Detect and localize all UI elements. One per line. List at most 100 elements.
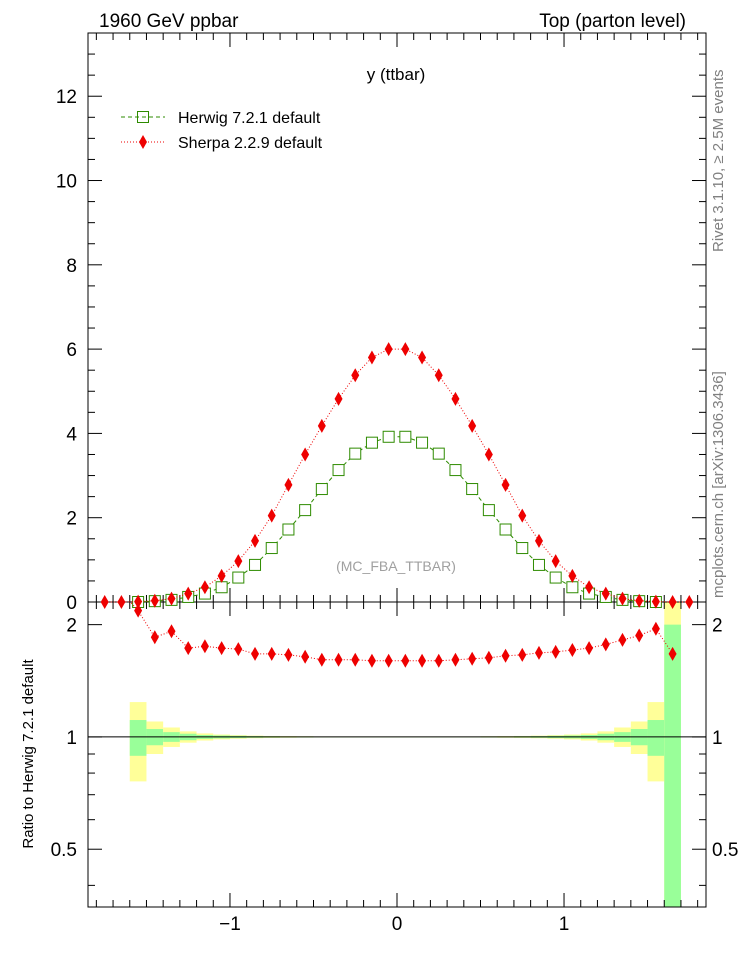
sherpa-point	[635, 593, 644, 608]
sherpa-ratio-point	[334, 652, 343, 667]
herwig-point	[249, 558, 262, 571]
herwig-point	[365, 436, 378, 449]
sherpa-ratio-point	[284, 647, 293, 662]
sherpa-ratio-point	[184, 641, 193, 656]
sherpa-point	[217, 568, 226, 583]
series	[88, 342, 706, 738]
sherpa-ratio-point	[134, 603, 143, 618]
herwig-point	[232, 571, 245, 584]
sherpa-point	[468, 418, 477, 433]
sherpa-point	[351, 368, 360, 383]
sherpa-point	[551, 554, 560, 569]
sherpa-point	[317, 418, 326, 433]
sherpa-ratio-point	[217, 641, 226, 656]
x-tick-label: 1	[559, 914, 570, 935]
sherpa-ratio-point	[501, 648, 510, 663]
sherpa-ratio-point	[167, 624, 176, 639]
herwig-point	[449, 464, 462, 477]
watermark: (MC_FBA_TTBAR)	[336, 558, 456, 574]
sherpa-ratio-point	[635, 628, 644, 643]
ratio-y-tick-label-right: 0.5	[712, 840, 738, 861]
legend-sherpa-label: Sherpa 2.2.9 default	[178, 135, 323, 152]
sherpa-point	[134, 594, 143, 609]
sherpa-ratio-point	[367, 653, 376, 668]
sherpa-point	[117, 595, 126, 609]
ratio-y-tick-label: 2	[66, 616, 77, 637]
sherpa-point	[585, 580, 594, 595]
herwig-point	[349, 447, 362, 460]
sherpa-ratio-point	[317, 652, 326, 667]
sherpa-ratio-point	[150, 630, 159, 645]
herwig-point	[416, 436, 429, 449]
ratio-y-tick-label: 0.5	[51, 840, 77, 861]
sherpa-ratio-point	[200, 639, 209, 654]
sherpa-point	[301, 447, 310, 462]
legend-item-herwig: Herwig 7.2.1 default	[121, 110, 321, 127]
x-tick-label: −1	[219, 914, 241, 935]
sherpa-ratio-point	[451, 652, 460, 667]
sherpa-point	[267, 508, 276, 523]
sherpa-point	[184, 586, 193, 601]
sherpa-ratio-point	[418, 653, 427, 668]
herwig-point	[499, 523, 512, 536]
sherpa-point	[384, 342, 393, 357]
sherpa-ratio-point	[234, 642, 243, 657]
sherpa-point	[150, 593, 159, 608]
main-y-tick-label: 0	[66, 593, 77, 614]
header-left: 1960 GeV ppbar	[99, 11, 239, 32]
main-y-tick-label: 4	[66, 424, 77, 445]
sherpa-point	[518, 508, 527, 523]
sherpa-ratio-line	[129, 602, 674, 662]
herwig-point	[265, 542, 278, 555]
sherpa-ratio-point	[651, 621, 660, 636]
sherpa-point	[668, 595, 677, 609]
herwig-point	[382, 430, 395, 443]
sherpa-point	[685, 595, 694, 609]
sherpa-point	[534, 533, 543, 548]
mcplots-label: mcplots.cern.ch [arXiv:1306.3436]	[710, 371, 727, 598]
sherpa-ratio-point	[534, 645, 543, 660]
sherpa-point	[618, 591, 627, 606]
sherpa-point	[200, 580, 209, 595]
ratio-frame	[87, 601, 707, 908]
legend-sherpa-marker	[139, 135, 147, 149]
sherpa-point	[484, 447, 493, 462]
herwig-point	[332, 464, 345, 477]
sherpa-ratio-point	[267, 646, 276, 661]
sherpa-ratio-point	[401, 653, 410, 668]
sherpa-ratio-point	[551, 644, 560, 659]
main-y-tick-label: 10	[56, 172, 77, 193]
herwig-point	[549, 571, 562, 584]
sherpa-point	[601, 586, 610, 601]
sherpa-point	[251, 533, 260, 548]
main-y-tick-label: 8	[66, 256, 77, 277]
header-right: Top (parton level)	[539, 11, 686, 32]
herwig-point	[399, 430, 412, 443]
sherpa-ratio-point	[468, 651, 477, 666]
legend-item-sherpa: Sherpa 2.2.9 default	[121, 135, 323, 152]
rivet-label: Rivet 3.1.10, ≥ 2.5M events	[710, 70, 727, 253]
herwig-point	[566, 581, 579, 594]
main-y-tick-label: 12	[56, 87, 77, 108]
herwig-point	[516, 542, 529, 555]
sherpa-ratio-point	[568, 643, 577, 658]
legend-herwig-label: Herwig 7.2.1 default	[178, 110, 321, 127]
herwig-point	[532, 558, 545, 571]
herwig-line	[138, 436, 656, 603]
sherpa-ratio-point	[668, 646, 677, 661]
x-tick-label: 0	[392, 914, 403, 935]
main-y-tick-label: 6	[66, 340, 77, 361]
sherpa-point	[418, 350, 427, 365]
ratio-y-tick-label-right: 1	[712, 728, 723, 749]
sherpa-ratio-point	[434, 653, 443, 668]
herwig-point	[432, 447, 445, 460]
sherpa-point	[651, 594, 660, 609]
herwig-point	[466, 483, 479, 496]
herwig-point	[215, 581, 228, 594]
sherpa-ratio-point	[484, 650, 493, 665]
herwig-point	[299, 504, 312, 517]
sherpa-ratio-point	[251, 646, 260, 661]
sherpa-ratio-point	[351, 652, 360, 667]
ratio-band-inner	[647, 720, 665, 756]
